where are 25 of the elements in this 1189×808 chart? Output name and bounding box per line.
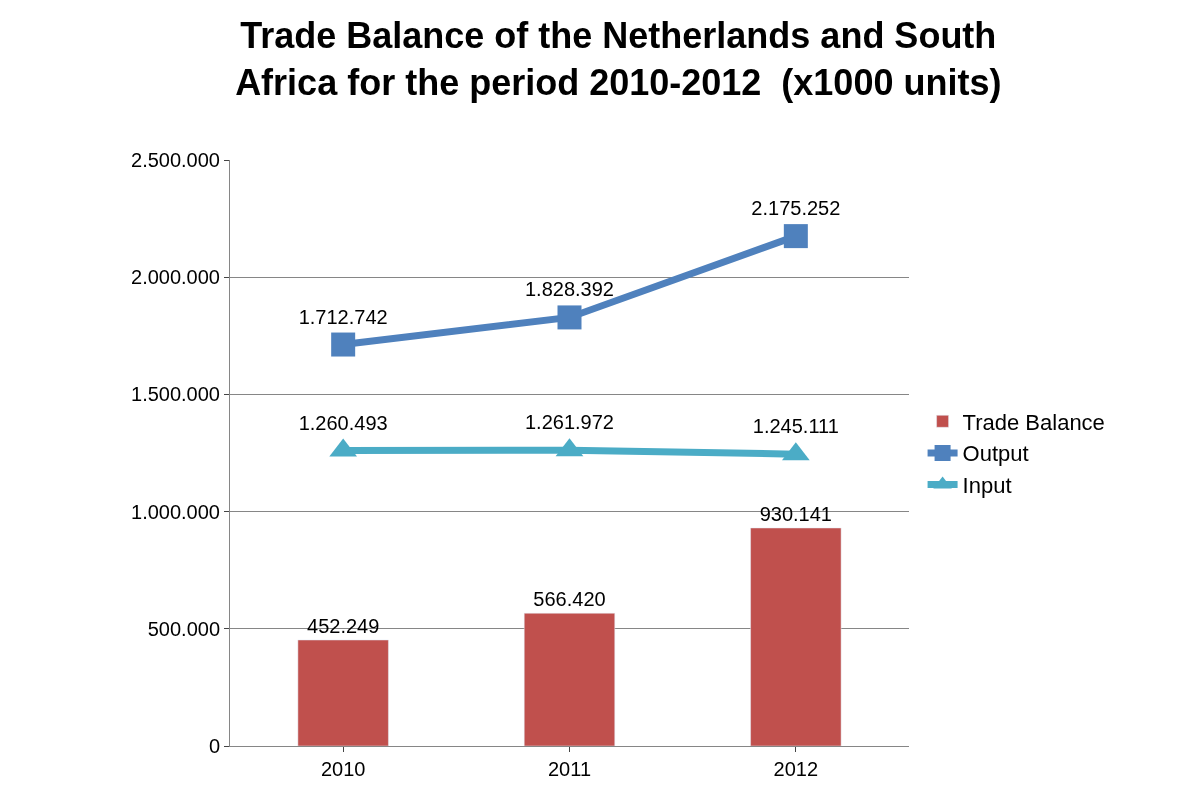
y-tick-label: 1.000.000 [131,500,220,523]
y-tick-label: 2.500.000 [131,149,220,171]
legend-label: Input [962,473,1012,499]
y-tick-label: 500.000 [147,617,220,640]
x-tick-label: 2010 [320,758,366,780]
data-label: 930.141 [759,502,832,525]
data-label: 1.260.493 [298,411,388,434]
y-tick-label: 1.500.000 [131,383,220,406]
data-label: 1.828.392 [525,278,614,301]
data-label: 1.261.972 [525,411,614,434]
bar [750,527,842,746]
chart-title: Trade Balance of the Netherlands and South Africa for the period 2010-2012 (x1000 units) [235,15,1002,104]
data-label: 2.175.252 [751,197,841,220]
data-label: 1.712.742 [298,305,388,328]
data-label: 452.249 [307,614,380,637]
data-label: 1.245.111 [752,415,839,438]
y-tick-label: 2.000.000 [131,266,220,289]
data-label: 566.420 [533,588,606,611]
x-tick-label: 2011 [547,758,592,780]
bar [297,639,389,746]
legend-label: Output [962,441,1029,467]
bar [523,612,616,746]
y-tick-label: 0 [208,735,220,757]
x-tick-label: 2012 [773,758,819,780]
legend-label: Trade Balance [962,409,1105,435]
